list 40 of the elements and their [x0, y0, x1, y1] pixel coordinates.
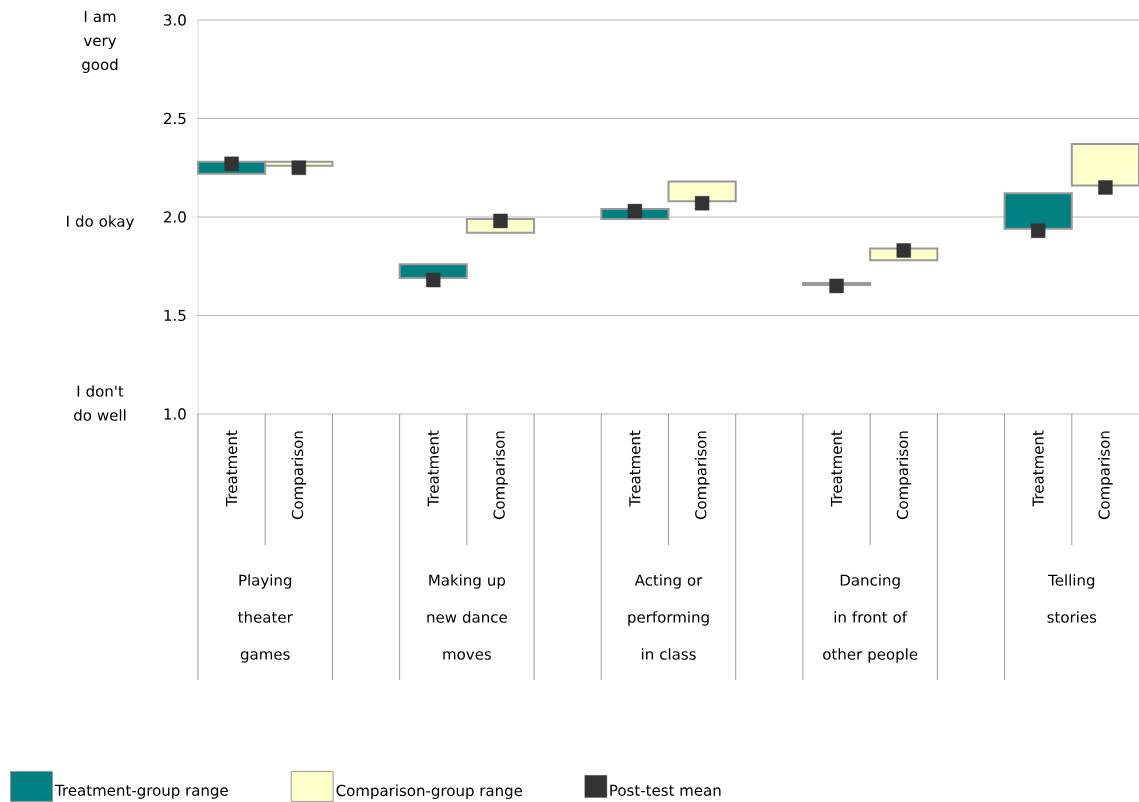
y-tick-label: 2.5 [164, 112, 186, 125]
legend-label: Comparison-group range [336, 784, 523, 800]
point [627, 203, 643, 219]
y-tick-label: 2.0 [164, 211, 186, 223]
text: I am very good [82, 10, 118, 74]
bar [1003, 192, 1073, 230]
x-tick-label: Comparison [694, 431, 710, 520]
point [426, 272, 441, 288]
x-tick-label: Comparison [493, 431, 508, 520]
x-tick-label: Comparison [291, 431, 307, 520]
point [829, 278, 844, 294]
text: I do okay [67, 215, 134, 230]
point [291, 160, 307, 175]
x-tick-label: Treatment [830, 430, 843, 507]
text: Acting or performing in class [628, 574, 709, 660]
point [493, 213, 508, 229]
point [1098, 180, 1113, 195]
y-tick-label: 1.5 [164, 309, 186, 322]
y-tick-label: 1.0 [164, 408, 186, 420]
bar [1070, 143, 1139, 187]
y-tick-label: 3.0 [164, 14, 186, 26]
bar [398, 263, 468, 280]
text: Telling stories [1047, 574, 1097, 623]
x-tick-label: Treatment [427, 430, 439, 507]
text: I don't do well [74, 385, 126, 421]
legend-label: Treatment-group range [54, 784, 228, 799]
x-tick-label: Comparison [1098, 431, 1113, 520]
text: Making up new dance moves [427, 574, 507, 660]
x-tick-label: Treatment [1032, 430, 1044, 507]
text: Playing theater games [238, 574, 293, 663]
point [694, 196, 710, 211]
point [1030, 223, 1046, 238]
text: Dancing in front of other people [823, 574, 918, 663]
point [896, 243, 911, 258]
x-tick-label: Treatment [226, 430, 238, 507]
legend-label: Post-test mean [610, 784, 721, 796]
bar [667, 180, 737, 203]
x-tick-label: Treatment [629, 430, 641, 507]
x-tick-label: Comparison [896, 431, 912, 520]
point [224, 156, 239, 172]
